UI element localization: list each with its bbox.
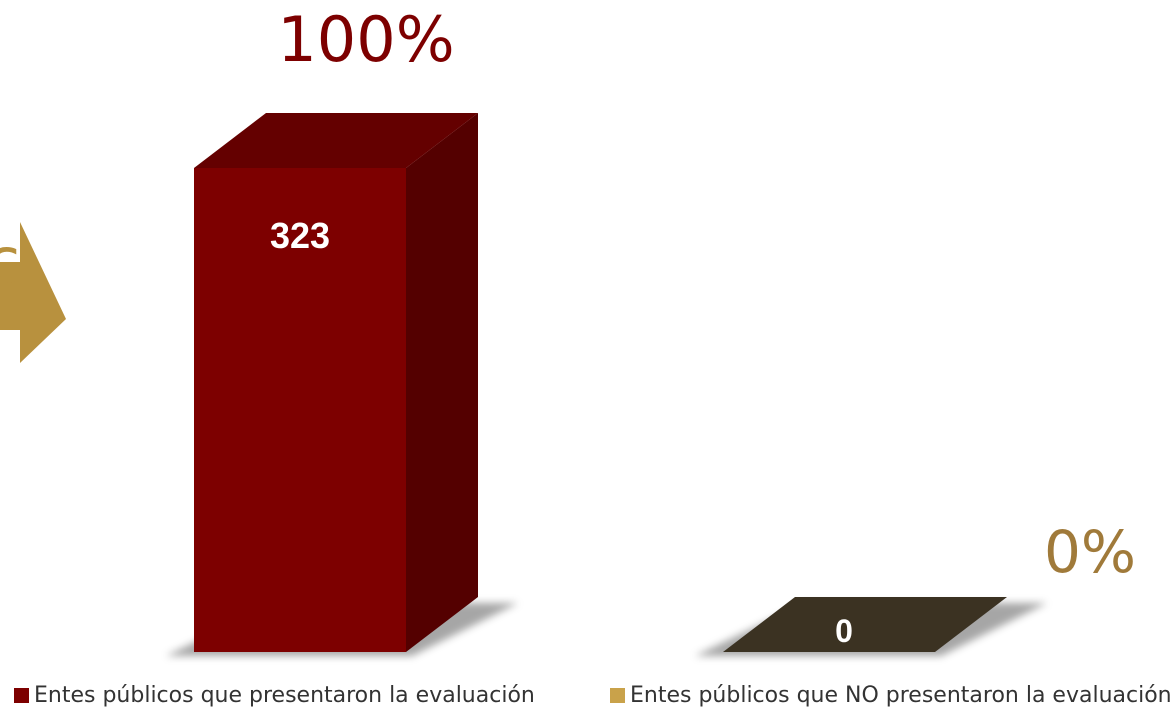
bar <box>194 113 478 652</box>
legend-item: Entes públicos que NO presentaron la eva… <box>610 683 1172 708</box>
data-label: 0 <box>835 613 853 649</box>
data-label: 323 <box>270 215 330 256</box>
bar <box>723 597 1007 652</box>
legend-swatch <box>610 688 625 703</box>
percent-label: 100% <box>277 3 454 76</box>
bars-layer <box>166 113 1047 656</box>
bar-chart: c 100% 0% 323 0 <box>0 3 1136 656</box>
legend-label: Entes públicos que presentaron la evalua… <box>34 683 535 708</box>
partial-glyph: c <box>0 224 20 297</box>
legend-item: Entes públicos que presentaron la evalua… <box>14 683 535 708</box>
legend: Entes públicos que presentaron la evalua… <box>0 683 1176 710</box>
percent-label: 0% <box>1044 518 1136 586</box>
legend-swatch <box>14 688 29 703</box>
legend-label: Entes públicos que NO presentaron la eva… <box>630 683 1172 708</box>
arrow-right-icon <box>0 222 66 363</box>
